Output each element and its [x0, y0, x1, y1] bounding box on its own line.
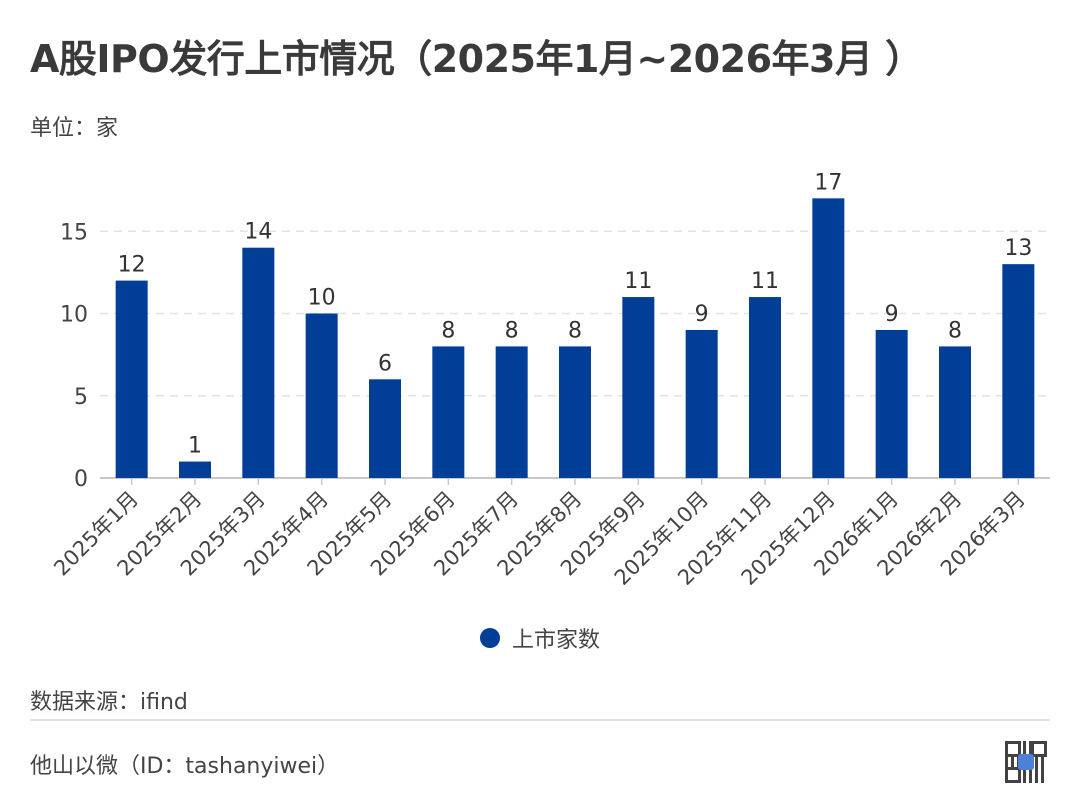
bar-value-label: 13 — [1004, 236, 1032, 261]
bar — [115, 280, 148, 478]
unit-label: 单位：家 — [30, 116, 119, 141]
bar — [939, 346, 971, 478]
bar-value-label: 11 — [751, 269, 779, 294]
bar — [369, 379, 401, 478]
bar-value-label: 14 — [244, 220, 272, 245]
bar — [242, 247, 275, 478]
legend-label: 上市家数 — [511, 628, 600, 653]
bar-value-label: 9 — [885, 302, 899, 327]
bar — [749, 297, 781, 478]
bar — [875, 329, 908, 478]
y-tick-label: 5 — [74, 385, 88, 410]
bar-chart: 051015122025年1月12025年2月142025年3月102025年4… — [49, 170, 1050, 590]
bar-value-label: 8 — [505, 318, 519, 343]
bar-value-label: 8 — [948, 318, 962, 343]
account-id: 他山以微（ID：tashanyiwei） — [30, 754, 340, 779]
bar-value-label: 1 — [188, 434, 202, 459]
bar-value-label: 17 — [814, 170, 842, 195]
bar — [179, 461, 211, 478]
y-tick-label: 10 — [60, 303, 88, 328]
bar — [622, 297, 655, 478]
data-source: 数据来源：ifind — [30, 690, 188, 715]
bar — [559, 346, 591, 478]
bar-value-label: 12 — [118, 253, 146, 278]
footer-divider — [30, 719, 1050, 721]
y-tick-label: 15 — [60, 220, 88, 245]
bar-value-label: 11 — [624, 269, 652, 294]
legend: 上市家数 — [0, 622, 1080, 654]
bar-value-label: 8 — [441, 318, 455, 343]
bar — [495, 346, 528, 478]
legend-dot-icon — [479, 628, 500, 648]
bar — [1002, 264, 1035, 478]
bar-value-label: 10 — [308, 286, 336, 311]
bar — [685, 329, 718, 478]
chart-title: A股IPO发行上市情况（2025年1月~2026年3月 ） — [30, 37, 923, 81]
y-tick-label: 0 — [74, 467, 88, 492]
bar-value-label: 9 — [695, 302, 709, 327]
bar — [432, 346, 465, 478]
qr-code-icon — [1005, 741, 1047, 783]
bar — [305, 313, 338, 478]
bar-value-label: 8 — [568, 318, 582, 343]
bar-value-label: 6 — [378, 351, 392, 376]
bar — [812, 198, 845, 478]
